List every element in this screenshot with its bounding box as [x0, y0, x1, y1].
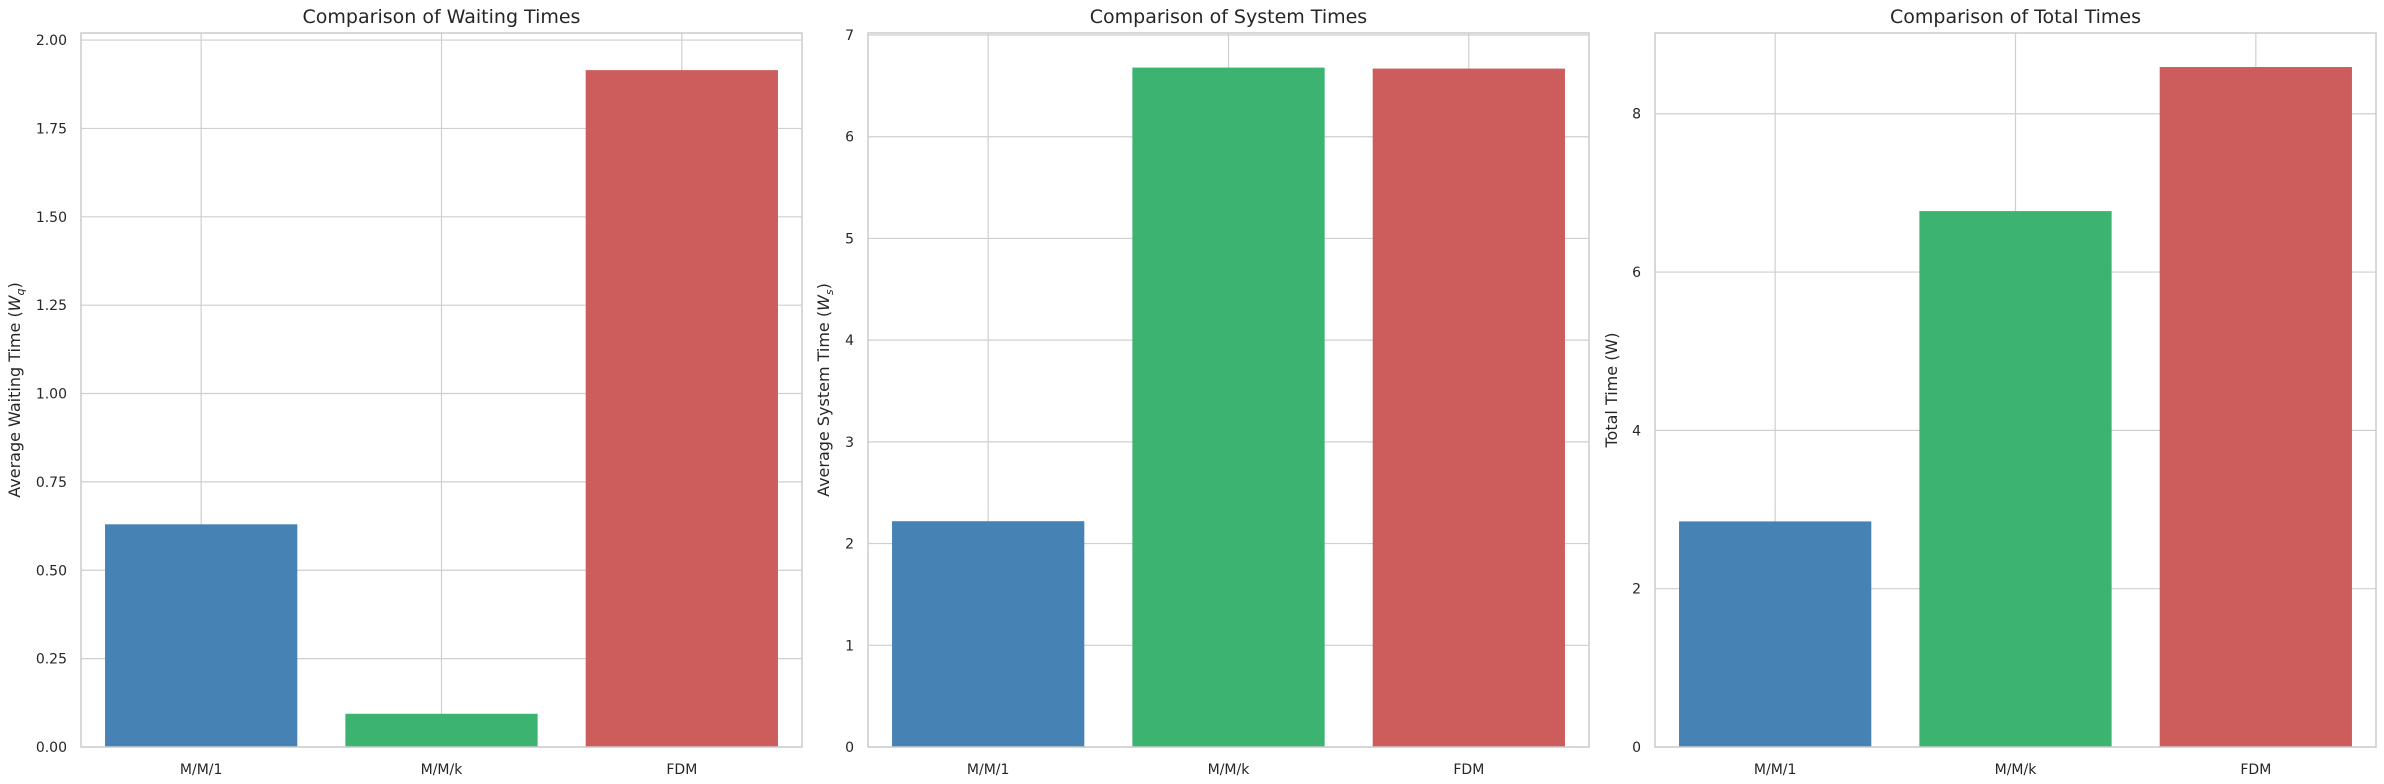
x-tick-label: M/M/1: [1754, 762, 1797, 778]
y-tick-label: 0.00: [36, 740, 67, 756]
y-axis-label: Total Time (W): [1602, 333, 1621, 449]
x-tick-label: M/M/1: [967, 762, 1010, 778]
y-axis-label: Average System Time (Ws): [814, 283, 836, 497]
y-tick-label: 5: [845, 231, 854, 247]
bar-m-m-1: [892, 521, 1085, 747]
x-tick-label: M/M/1: [180, 762, 223, 778]
y-tick-label: 4: [845, 333, 854, 349]
y-axis-label: Average Waiting Time (Wq): [5, 282, 27, 497]
bar-m-m-1: [105, 524, 298, 747]
bar-m-m-k: [1132, 67, 1325, 748]
y-tick-label: 2: [845, 537, 854, 553]
bar-m-m-k: [345, 713, 538, 747]
y-tick-label: 1.75: [36, 121, 67, 137]
chart-panel-1: 0 1 2 3 4 5 6 7 M/M/1 M/M/k FDM Comparison of Syste…: [814, 6, 1590, 778]
x-tick-label: M/M/k: [1995, 762, 2038, 778]
chart-title: Comparison of Waiting Times: [303, 6, 581, 28]
x-tick-label: FDM: [2240, 762, 2271, 778]
bar-m-m-1: [1679, 521, 1872, 747]
x-tick-label: M/M/k: [1208, 762, 1251, 778]
y-tick-label: 1.25: [36, 298, 67, 314]
chart-title: Comparison of System Times: [1090, 6, 1367, 28]
bar-m-m-k: [1919, 211, 2112, 747]
y-tick-label: 0: [845, 740, 854, 756]
y-tick-label: 2: [1632, 582, 1641, 598]
chart-panel-2: 0 2 4 6 8 M/M/1 M/M/k FDM Comparison of Total Ti…: [1602, 6, 2377, 778]
y-tick-label: 3: [845, 435, 854, 451]
y-tick-label: 6: [1632, 265, 1641, 281]
y-tick-label: 1: [845, 638, 854, 654]
x-tick-label: FDM: [666, 762, 697, 778]
x-tick-label: M/M/k: [421, 762, 464, 778]
y-tick-label: 8: [1632, 107, 1641, 123]
y-tick-label: 1.00: [36, 387, 67, 403]
y-tick-label: 0.50: [36, 563, 67, 579]
chart-panel-0: 0.00 0.25 0.50 0.75 1.00 1.25 1.50 1.75 2.00 M/M/…: [5, 6, 803, 778]
bar-fdm: [585, 70, 778, 747]
y-tick-label: 1.50: [36, 210, 67, 226]
y-tick-label: 7: [845, 28, 854, 44]
y-tick-label: 0.75: [36, 475, 67, 491]
y-tick-label: 2.00: [36, 33, 67, 49]
y-tick-label: 4: [1632, 423, 1641, 439]
plot-frame: [80, 32, 803, 748]
y-tick-label: 0.25: [36, 652, 67, 668]
plot-frame: [867, 32, 1590, 748]
bar-fdm: [2159, 67, 2352, 747]
y-tick-label: 0: [1632, 740, 1641, 756]
y-tick-label: 6: [845, 130, 854, 146]
bar-fdm: [1372, 68, 1565, 748]
chart-title: Comparison of Total Times: [1890, 6, 2141, 28]
x-tick-label: FDM: [1453, 762, 1484, 778]
plot-frame: [1654, 32, 2377, 748]
